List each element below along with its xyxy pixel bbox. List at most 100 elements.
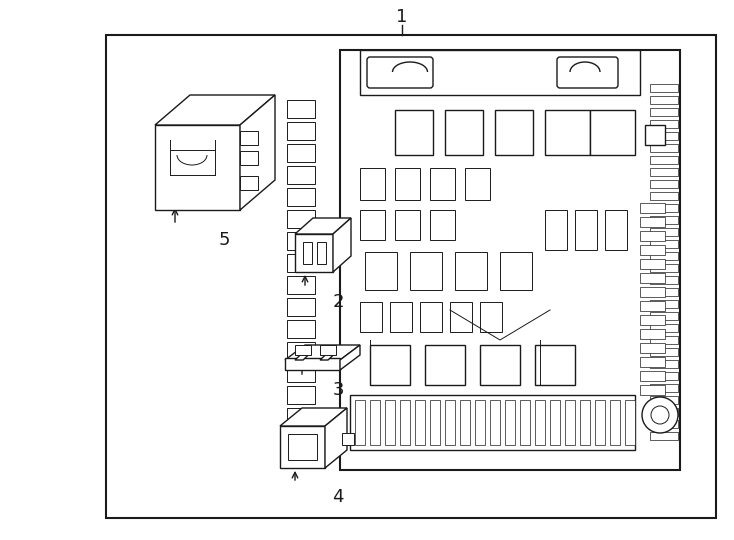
- Bar: [610, 400, 620, 445]
- Bar: [640, 385, 665, 395]
- Text: 3: 3: [333, 381, 344, 399]
- Bar: [390, 302, 412, 332]
- Bar: [650, 132, 678, 140]
- Bar: [650, 252, 678, 260]
- Bar: [650, 108, 678, 116]
- Polygon shape: [320, 353, 336, 360]
- Bar: [640, 329, 665, 339]
- Bar: [535, 400, 545, 445]
- Bar: [625, 400, 635, 445]
- Bar: [650, 348, 678, 356]
- Bar: [355, 400, 365, 445]
- Bar: [640, 273, 665, 283]
- Bar: [650, 276, 678, 284]
- Bar: [475, 400, 485, 445]
- Bar: [650, 84, 678, 92]
- FancyBboxPatch shape: [557, 57, 618, 88]
- Bar: [415, 400, 425, 445]
- Bar: [445, 400, 455, 445]
- Bar: [395, 110, 433, 155]
- Polygon shape: [295, 353, 311, 360]
- Bar: [645, 125, 665, 145]
- Bar: [240, 131, 258, 145]
- Bar: [240, 176, 258, 190]
- Bar: [520, 400, 530, 445]
- Bar: [640, 301, 665, 311]
- Bar: [425, 345, 465, 385]
- Bar: [545, 210, 567, 250]
- Polygon shape: [295, 218, 351, 234]
- Polygon shape: [285, 345, 360, 360]
- Bar: [295, 234, 333, 272]
- Bar: [650, 216, 678, 224]
- Bar: [650, 324, 678, 332]
- Polygon shape: [325, 408, 347, 468]
- Bar: [495, 110, 533, 155]
- Bar: [650, 300, 678, 308]
- Bar: [385, 400, 395, 445]
- Bar: [650, 372, 678, 380]
- Bar: [287, 144, 315, 162]
- Bar: [650, 336, 678, 344]
- Bar: [370, 400, 380, 445]
- Polygon shape: [240, 95, 275, 210]
- Bar: [640, 287, 665, 297]
- Bar: [287, 298, 315, 316]
- Bar: [410, 252, 442, 290]
- Bar: [287, 122, 315, 140]
- Bar: [287, 364, 315, 382]
- Bar: [480, 302, 502, 332]
- Text: 1: 1: [396, 8, 407, 26]
- Bar: [650, 168, 678, 176]
- Bar: [365, 252, 397, 290]
- Polygon shape: [340, 345, 360, 370]
- Bar: [650, 432, 678, 440]
- Bar: [650, 204, 678, 212]
- Bar: [320, 345, 336, 354]
- Circle shape: [642, 397, 678, 433]
- Text: 5: 5: [218, 231, 230, 249]
- Bar: [650, 120, 678, 128]
- Bar: [545, 110, 590, 155]
- Bar: [565, 400, 575, 445]
- Bar: [285, 358, 340, 370]
- Text: 2: 2: [333, 293, 344, 311]
- Bar: [360, 50, 640, 95]
- Bar: [640, 231, 665, 241]
- Bar: [450, 302, 472, 332]
- Bar: [595, 400, 605, 445]
- Bar: [605, 210, 627, 250]
- Bar: [303, 242, 312, 264]
- Text: 4: 4: [333, 488, 344, 506]
- Bar: [400, 400, 410, 445]
- Bar: [640, 217, 665, 227]
- Bar: [295, 345, 311, 354]
- Bar: [342, 433, 354, 445]
- Bar: [106, 35, 716, 518]
- Bar: [287, 100, 315, 118]
- Bar: [650, 96, 678, 104]
- FancyBboxPatch shape: [367, 57, 433, 88]
- Bar: [650, 288, 678, 296]
- Bar: [430, 400, 440, 445]
- Bar: [650, 312, 678, 320]
- Bar: [395, 210, 420, 240]
- Bar: [500, 252, 532, 290]
- Polygon shape: [280, 408, 347, 426]
- Bar: [360, 168, 385, 200]
- Bar: [640, 315, 665, 325]
- Bar: [650, 408, 678, 416]
- Bar: [287, 210, 315, 228]
- Bar: [420, 302, 442, 332]
- Bar: [155, 125, 240, 210]
- Bar: [430, 210, 455, 240]
- Bar: [288, 434, 317, 460]
- Bar: [287, 276, 315, 294]
- Bar: [490, 400, 500, 445]
- Bar: [455, 252, 487, 290]
- Bar: [640, 371, 665, 381]
- Bar: [650, 360, 678, 368]
- Bar: [445, 110, 483, 155]
- Bar: [395, 168, 420, 200]
- Bar: [280, 426, 325, 468]
